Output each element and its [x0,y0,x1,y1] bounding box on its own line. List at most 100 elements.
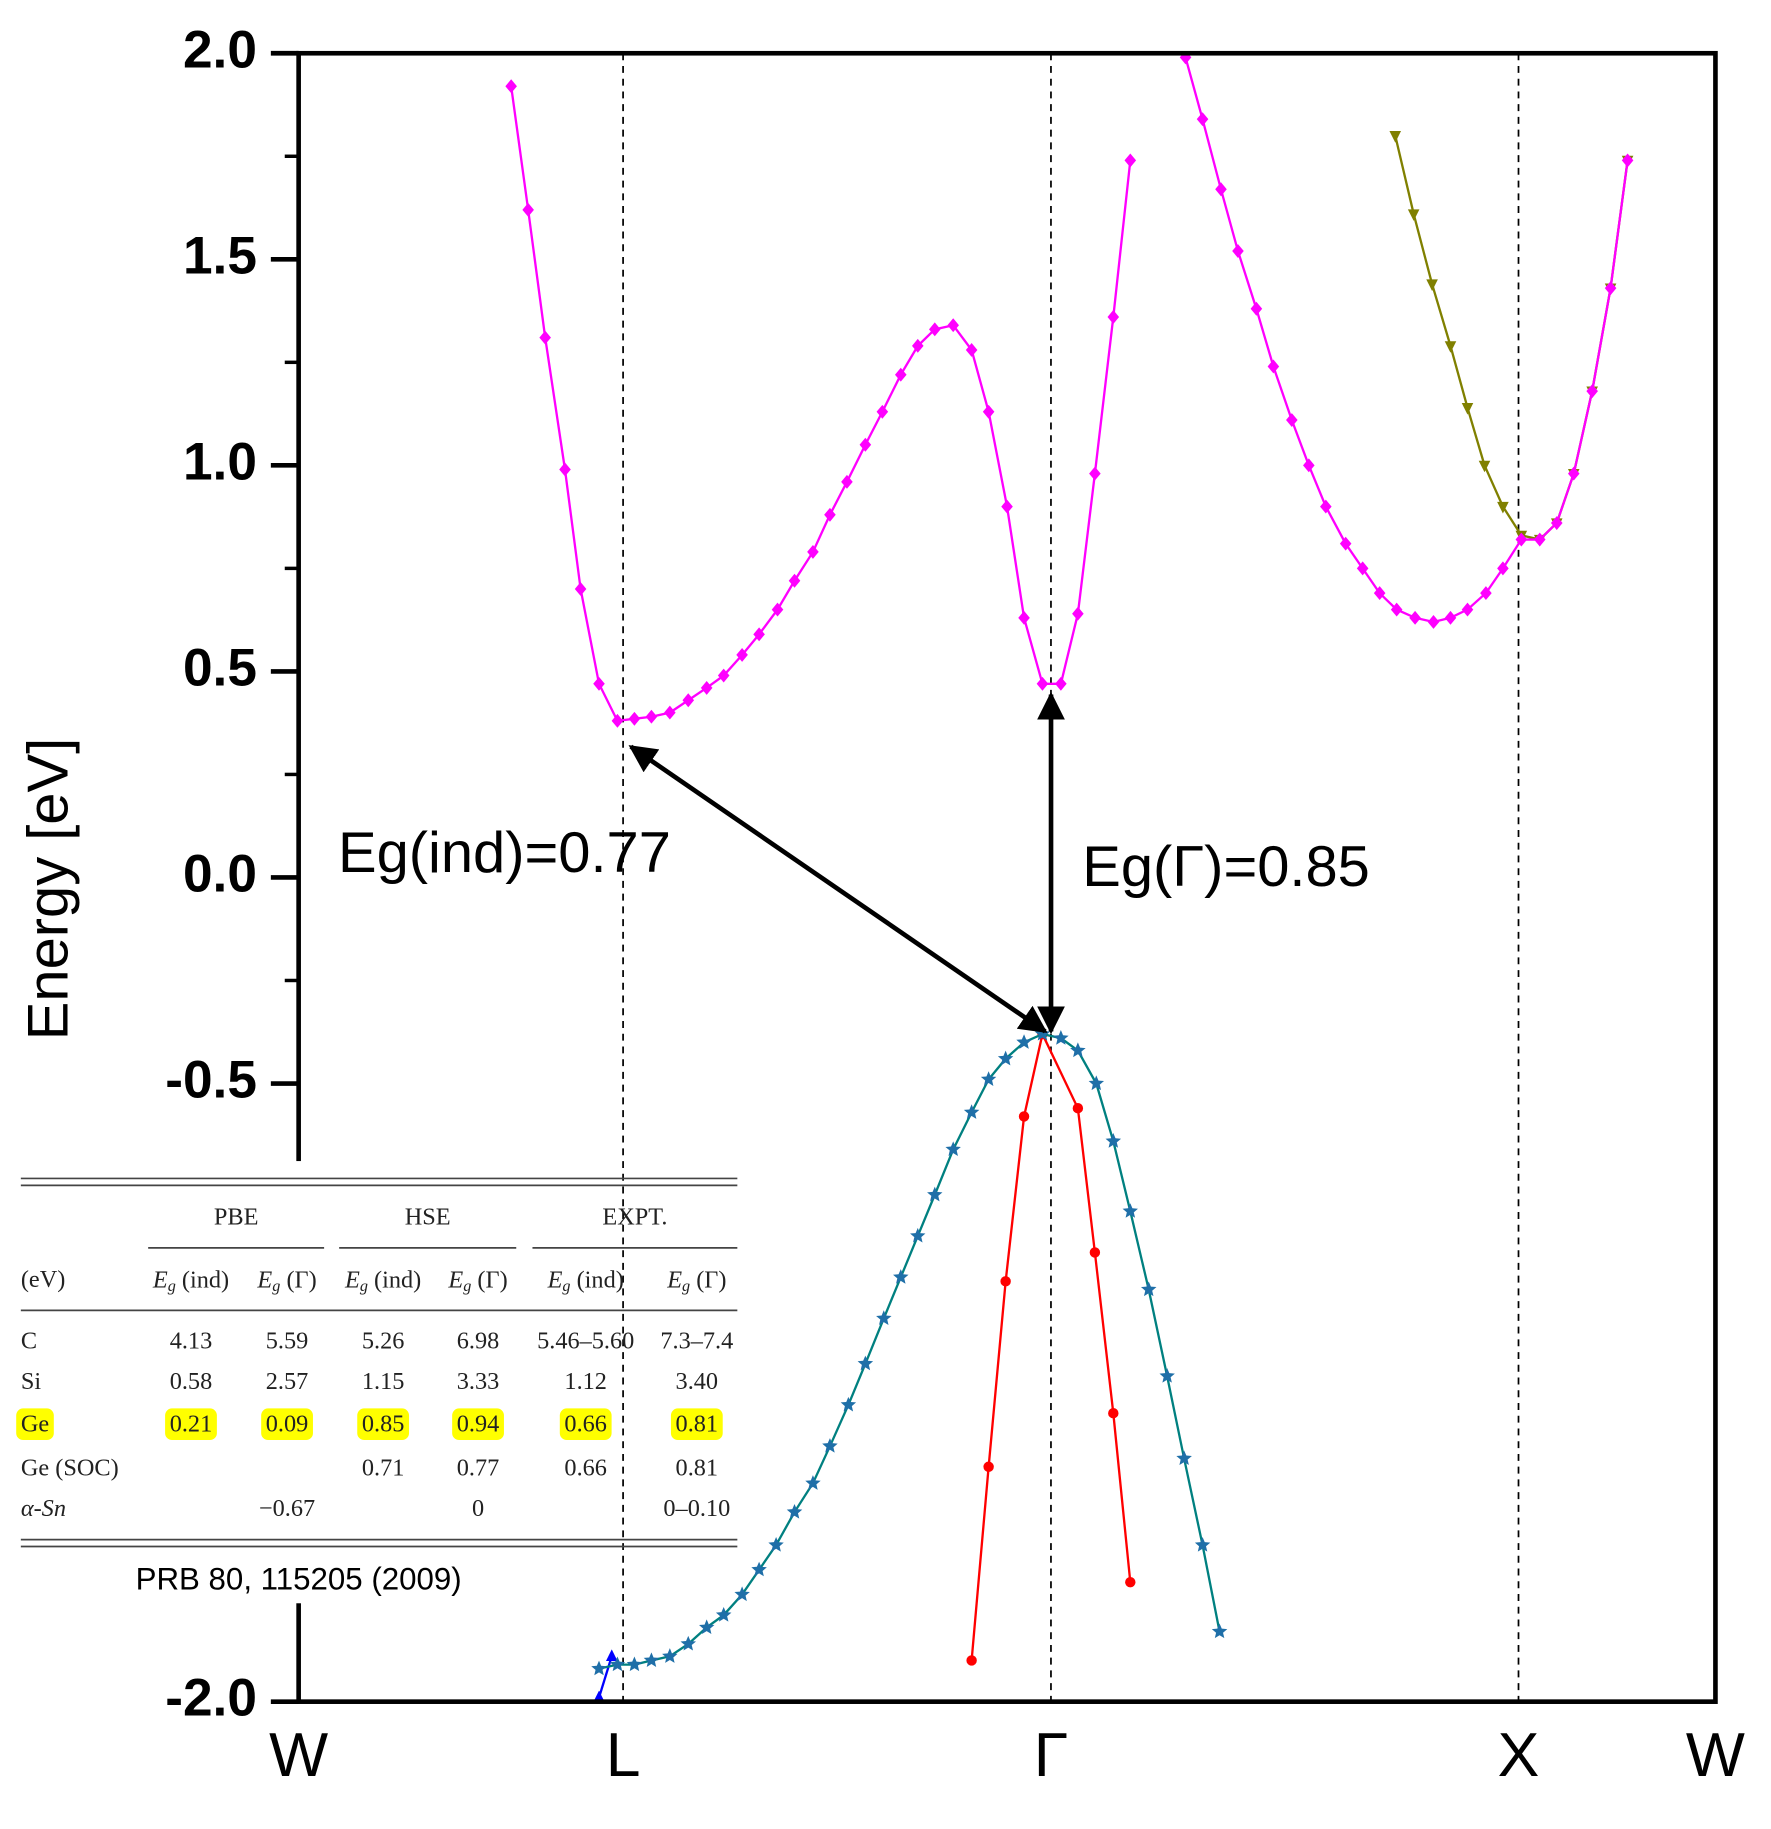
band-line [1394,135,1629,541]
band-point [876,1310,892,1325]
table-group: PBE [214,1204,259,1231]
table-cell: 0.94 [457,1411,500,1438]
band-point [1125,1576,1136,1588]
band-point [928,322,941,337]
table-header: Eg (ind) [547,1266,624,1295]
band-point [1072,606,1084,621]
band-point [822,1438,838,1453]
band-point [859,437,872,452]
band-point [682,693,695,708]
band-point [662,1648,678,1663]
table-cell: 5.59 [266,1327,309,1354]
band-point [1444,341,1457,353]
band-point [717,668,730,683]
x-tick-label: X [1498,1720,1540,1790]
band-point [522,202,534,217]
band-point [574,582,587,596]
band-point [505,79,517,94]
band-point [805,1475,821,1490]
table-cell: Si [21,1368,42,1395]
band-point [983,1461,994,1472]
band-point [1001,499,1013,514]
band-point [980,1071,997,1086]
table-cell: Ge [21,1411,49,1438]
band-point [1036,676,1049,691]
band-point [1176,1450,1192,1466]
band-point [1179,53,1192,65]
table-cell: 0.71 [362,1455,405,1482]
band-point [539,330,551,345]
band-point [876,404,889,419]
inset-background [0,1161,305,1604]
x-tick-label: W [269,1720,328,1790]
band-point [1389,131,1402,143]
y-tick-label: 1.0 [183,432,257,491]
band-point [786,1503,803,1519]
table-cell: 0 [472,1495,484,1522]
band-point [1478,460,1491,473]
band-point [771,602,784,617]
band-point [840,1396,857,1412]
band-point [1124,153,1137,168]
band-point [1267,359,1280,374]
band-point [1409,610,1421,625]
band-point [591,1660,607,1676]
y-axis-title: Energy [eV] [16,738,80,1040]
band-point [997,1050,1014,1066]
band-point [982,404,995,419]
band-point [1232,244,1244,259]
band-point [1427,615,1440,629]
band-point [965,343,978,357]
band-point [611,713,624,728]
table-cell: 0.66 [564,1411,607,1438]
table-cell: C [21,1327,37,1354]
table-header: Eg (Γ) [256,1266,316,1295]
x-tick-label: W [1686,1720,1745,1790]
table-cell: 3.33 [457,1368,500,1395]
table-group: HSE [405,1204,451,1231]
table-header: (eV) [21,1266,66,1293]
y-tick-label: 0.5 [183,638,257,697]
band-point [1567,466,1580,481]
band-point [1108,1407,1119,1419]
band-point [1303,458,1315,473]
table-cell: 0.81 [676,1411,719,1438]
table-caption: PRB 80, 115205 (2009) [136,1562,462,1597]
band-point [1250,301,1263,316]
band-point [910,1227,926,1243]
band-point [1621,153,1634,168]
table-cell: 2.57 [266,1368,309,1395]
band-point [664,705,676,720]
table-highlight [16,1408,54,1441]
band-point [768,1536,784,1552]
table-cell: Ge (SOC) [21,1455,119,1482]
band-point [1159,1368,1175,1383]
band-point [626,1656,643,1672]
y-tick-label: 2.0 [183,20,257,79]
band-point [1604,281,1617,296]
annotation: Eg(ind)=0.77 [338,821,671,885]
table-header: Eg (Γ) [447,1266,507,1295]
band-point [1072,1103,1084,1114]
band-point [966,1655,977,1666]
y-tick-label: 1.5 [183,226,257,285]
band-point [824,507,836,522]
band-point [1000,1276,1011,1287]
band-point [1055,676,1067,691]
band-point [1461,602,1474,617]
band-point [857,1355,874,1371]
band-point [927,1186,943,1202]
annotation: Eg(Γ)=0.85 [1082,835,1370,899]
band-point [1018,610,1030,625]
inset-table: PBE HSE EXPT. (eV) Eg (ind) Eg (Γ) Eg (ind) Eg … [16,1177,738,1548]
table-highlight [559,1408,612,1441]
band-point [734,1586,750,1602]
table-cell: 0.81 [676,1455,719,1482]
band-point [699,1619,715,1635]
band-point [1089,1247,1101,1258]
band-point [1426,279,1438,291]
table-header: Eg (Γ) [666,1266,726,1295]
table-cell: 1.15 [362,1368,405,1395]
grid [622,53,1520,1702]
